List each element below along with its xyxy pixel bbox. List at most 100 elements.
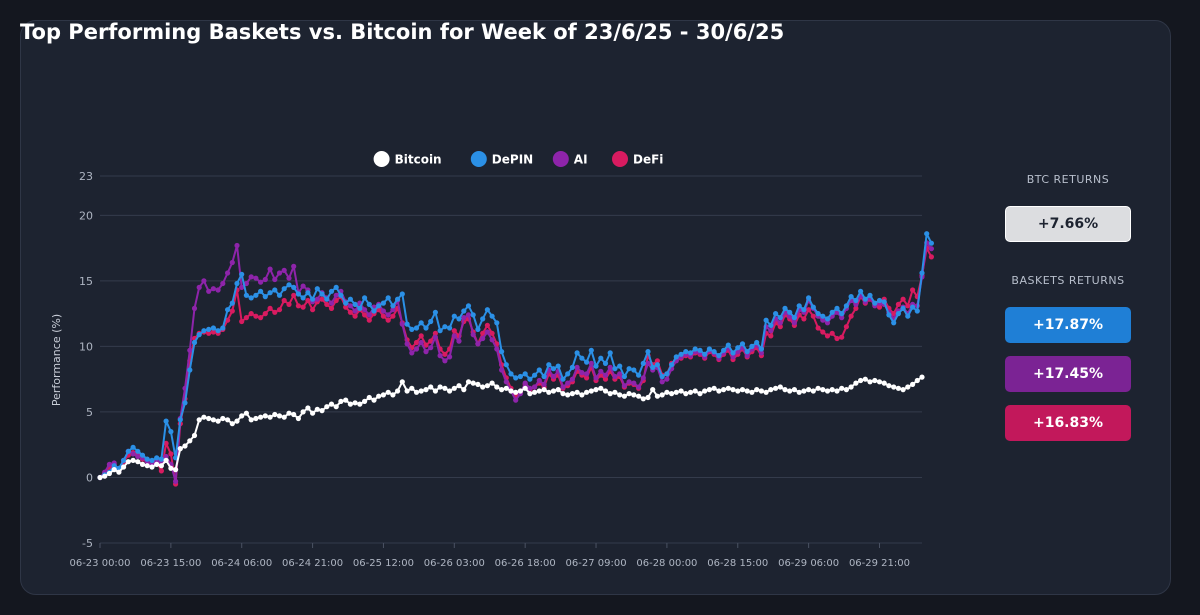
data-point-defi <box>272 309 278 315</box>
legend-label-ai: AI <box>574 153 588 167</box>
legend: Bitcoin DePIN AI DeFi <box>373 151 663 167</box>
data-point-depin <box>659 373 665 380</box>
data-point-defi <box>239 318 245 325</box>
data-point-ai <box>768 328 774 334</box>
data-point-depin <box>654 362 661 368</box>
data-point-defi <box>928 254 935 260</box>
data-point-depin <box>820 313 826 319</box>
data-point-defi <box>905 303 911 309</box>
data-point-bitcoin <box>163 457 169 463</box>
data-point-bitcoin <box>678 388 684 394</box>
data-point-depin <box>206 326 212 332</box>
data-point-depin <box>168 429 174 435</box>
data-point-bitcoin <box>494 384 500 390</box>
data-point-depin <box>376 303 382 309</box>
btc-returns-heading: BTC RETURNS <box>1026 173 1110 186</box>
data-point-depin <box>739 341 746 347</box>
data-point-bitcoin <box>895 385 902 391</box>
data-point-depin <box>683 349 689 355</box>
data-point-depin <box>432 309 438 315</box>
data-point-ai <box>423 349 429 355</box>
data-point-bitcoin <box>843 387 850 393</box>
data-point-ai <box>617 371 623 377</box>
data-point-defi <box>291 292 297 298</box>
x-tick-label: 06-25 12:00 <box>353 558 414 569</box>
legend-item-bitcoin[interactable]: Bitcoin <box>373 151 442 167</box>
data-point-bitcoin <box>432 388 438 394</box>
data-point-ai <box>210 286 216 292</box>
data-point-bitcoin <box>839 385 845 391</box>
legend-item-ai[interactable]: AI <box>552 151 588 167</box>
data-point-bitcoin <box>338 398 344 404</box>
data-point-bitcoin <box>541 387 547 393</box>
data-point-bitcoin <box>310 410 316 416</box>
data-point-depin <box>253 292 259 298</box>
data-point-depin <box>428 318 434 325</box>
data-point-depin <box>409 326 415 332</box>
x-tick-label: 06-23 15:00 <box>140 558 201 569</box>
legend-item-defi[interactable]: DeFi <box>612 151 663 167</box>
data-point-defi <box>328 305 335 311</box>
data-point-depin <box>607 350 613 356</box>
data-point-bitcoin <box>499 387 505 393</box>
data-point-bitcoin <box>362 398 368 404</box>
data-point-defi <box>848 313 854 319</box>
data-point-bitcoin <box>914 377 920 384</box>
data-point-defi <box>810 313 816 319</box>
series-lines <box>97 231 935 487</box>
data-point-bitcoin <box>385 389 391 395</box>
data-point-depin <box>687 350 694 356</box>
data-point-ai <box>451 333 457 339</box>
data-point-depin <box>215 328 221 334</box>
data-point-bitcoin <box>480 384 486 390</box>
data-point-depin <box>555 363 561 369</box>
data-point-depin <box>494 320 500 326</box>
data-point-bitcoin <box>513 389 519 395</box>
x-tick-label: 06-28 00:00 <box>636 558 697 569</box>
data-point-bitcoin <box>116 469 122 475</box>
data-point-depin <box>333 284 339 290</box>
data-point-depin <box>787 309 793 315</box>
data-point-depin <box>220 325 226 331</box>
data-point-ai <box>243 280 249 287</box>
data-point-defi <box>163 440 169 446</box>
data-point-ai <box>579 370 585 376</box>
x-tick-label: 06-29 06:00 <box>778 558 839 569</box>
data-point-depin <box>636 372 642 378</box>
series-depin <box>97 231 935 481</box>
legend-item-depin[interactable]: DePIN <box>470 151 533 167</box>
defi-return-value: +16.83% <box>1032 415 1104 431</box>
series-line-ai <box>99 241 933 483</box>
data-point-bitcoin <box>418 388 424 394</box>
data-point-depin <box>338 292 344 298</box>
data-point-bitcoin <box>815 385 821 391</box>
data-point-bitcoin <box>508 388 514 394</box>
data-point-bitcoin <box>919 374 925 380</box>
data-point-defi <box>347 309 353 315</box>
data-point-depin <box>328 288 335 294</box>
data-point-ai <box>730 354 736 360</box>
data-point-bitcoin <box>730 387 736 393</box>
data-point-bitcoin <box>286 410 292 416</box>
data-point-depin <box>763 317 769 323</box>
data-point-defi <box>295 303 301 309</box>
data-point-bitcoin <box>588 388 594 394</box>
data-point-ai <box>267 266 273 272</box>
data-point-bitcoin <box>579 392 585 398</box>
grid <box>100 175 922 544</box>
data-point-ai <box>409 350 415 356</box>
data-point-bitcoin <box>773 385 779 391</box>
data-point-ai <box>442 358 448 364</box>
data-point-depin <box>617 363 623 369</box>
data-point-bitcoin <box>829 387 835 393</box>
data-point-defi <box>806 307 812 313</box>
data-point-ai <box>366 312 372 318</box>
data-point-defi <box>225 317 231 323</box>
data-point-bitcoin <box>673 389 679 395</box>
data-point-bitcoin <box>187 438 193 444</box>
data-point-bitcoin <box>333 404 339 410</box>
data-point-depin <box>480 316 486 322</box>
data-point-depin <box>111 463 117 469</box>
data-point-bitcoin <box>281 414 287 420</box>
data-point-depin <box>423 325 429 331</box>
